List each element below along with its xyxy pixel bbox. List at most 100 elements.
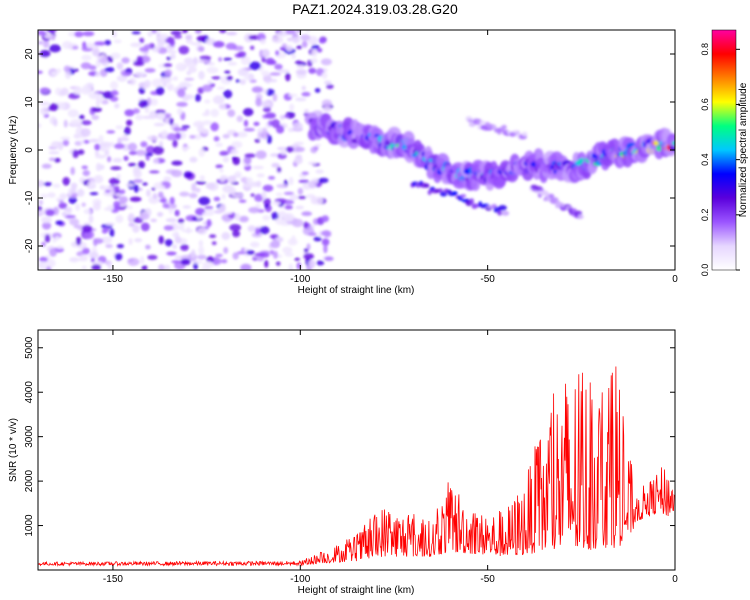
branch-blob — [460, 194, 467, 198]
noise-blob — [228, 187, 237, 196]
noise-blob — [55, 236, 60, 241]
noise-blob — [185, 34, 193, 40]
noise-blob — [72, 149, 79, 159]
branch-blob — [497, 210, 503, 216]
noise-blob — [138, 99, 149, 108]
noise-blob — [157, 113, 166, 121]
noise-blob — [130, 42, 142, 48]
noise-blob — [133, 179, 143, 184]
x-tick-label: -100 — [290, 574, 310, 585]
noise-blob — [198, 59, 210, 63]
noise-blob — [50, 35, 56, 41]
noise-blob — [77, 188, 85, 197]
noise-blob — [104, 150, 110, 156]
noise-blob — [81, 224, 93, 233]
noise-blob — [134, 71, 146, 77]
branch-blob — [427, 189, 432, 196]
noise-blob — [215, 253, 223, 258]
noise-blob — [172, 244, 178, 249]
noise-blob — [219, 168, 224, 173]
noise-blob — [236, 131, 248, 138]
noise-blob — [178, 223, 185, 227]
x-tick-label: -150 — [103, 274, 123, 285]
noise-blob — [275, 50, 280, 56]
noise-blob — [196, 35, 206, 42]
noise-blob — [282, 212, 295, 222]
noise-blob — [99, 141, 112, 148]
noise-blob — [176, 108, 183, 116]
branch-blob — [479, 120, 486, 125]
noise-blob — [212, 95, 225, 105]
noise-blob — [282, 246, 293, 254]
noise-blob — [198, 196, 211, 206]
noise-blob — [256, 173, 265, 178]
noise-blob — [266, 80, 271, 84]
noise-blob — [324, 256, 334, 262]
noise-blob — [149, 110, 157, 120]
noise-blob — [50, 71, 59, 76]
noise-blob — [271, 36, 284, 44]
noise-blob — [227, 61, 238, 66]
noise-blob — [135, 149, 147, 156]
noise-blob — [169, 196, 175, 205]
noise-blob — [132, 224, 140, 233]
noise-blob — [271, 212, 279, 220]
noise-blob — [221, 232, 230, 240]
noise-blob — [198, 246, 205, 255]
noise-blob — [261, 49, 270, 58]
noise-blob — [198, 148, 205, 158]
noise-blob — [271, 162, 280, 168]
noise-blob — [59, 193, 67, 200]
noise-blob — [231, 141, 243, 149]
noise-blob — [43, 182, 52, 187]
noise-blob — [232, 252, 239, 260]
y-tick-label: 5000 — [24, 336, 35, 359]
noise-blob — [133, 169, 142, 179]
noise-blob — [318, 37, 326, 44]
noise-blob — [186, 94, 195, 100]
noise-blob — [225, 42, 237, 50]
noise-blob — [295, 154, 303, 160]
noise-blob — [152, 47, 157, 52]
branch-blob — [478, 201, 483, 208]
noise-blob — [182, 205, 191, 209]
noise-blob — [151, 30, 157, 34]
noise-blob — [236, 115, 244, 123]
noise-blob — [237, 51, 247, 58]
noise-blob — [316, 47, 323, 53]
noise-blob — [70, 119, 82, 126]
noise-blob — [146, 189, 151, 197]
noise-blob — [281, 43, 287, 48]
noise-blob — [38, 123, 42, 129]
noise-blob — [296, 64, 305, 69]
noise-blob — [180, 244, 189, 251]
noise-blob — [303, 253, 315, 260]
colorbar-tick-label: 0.6 — [700, 98, 710, 111]
noise-blob — [255, 150, 267, 159]
noise-blob — [210, 108, 219, 118]
noise-blob — [92, 48, 100, 57]
noise-blob — [169, 39, 176, 47]
noise-blob — [152, 158, 160, 164]
noise-blob — [153, 122, 165, 127]
colorbar-tick-label: 0.0 — [700, 264, 710, 277]
noise-blob — [147, 31, 153, 37]
noise-blob — [107, 204, 114, 211]
noise-blob — [42, 39, 50, 49]
noise-blob — [137, 160, 146, 169]
noise-blob — [255, 227, 261, 235]
noise-blob — [80, 140, 85, 144]
noise-blob — [301, 85, 306, 91]
noise-blob — [307, 35, 319, 45]
noise-blob — [147, 254, 158, 260]
noise-blob — [314, 143, 321, 147]
noise-blob — [234, 171, 242, 179]
noise-blob — [310, 58, 318, 64]
noise-blob — [81, 265, 87, 270]
noise-blob — [80, 62, 92, 70]
noise-blob — [172, 76, 178, 81]
noise-blob — [215, 164, 223, 169]
y-tick-label: 10 — [24, 96, 35, 108]
noise-blob — [239, 215, 249, 223]
